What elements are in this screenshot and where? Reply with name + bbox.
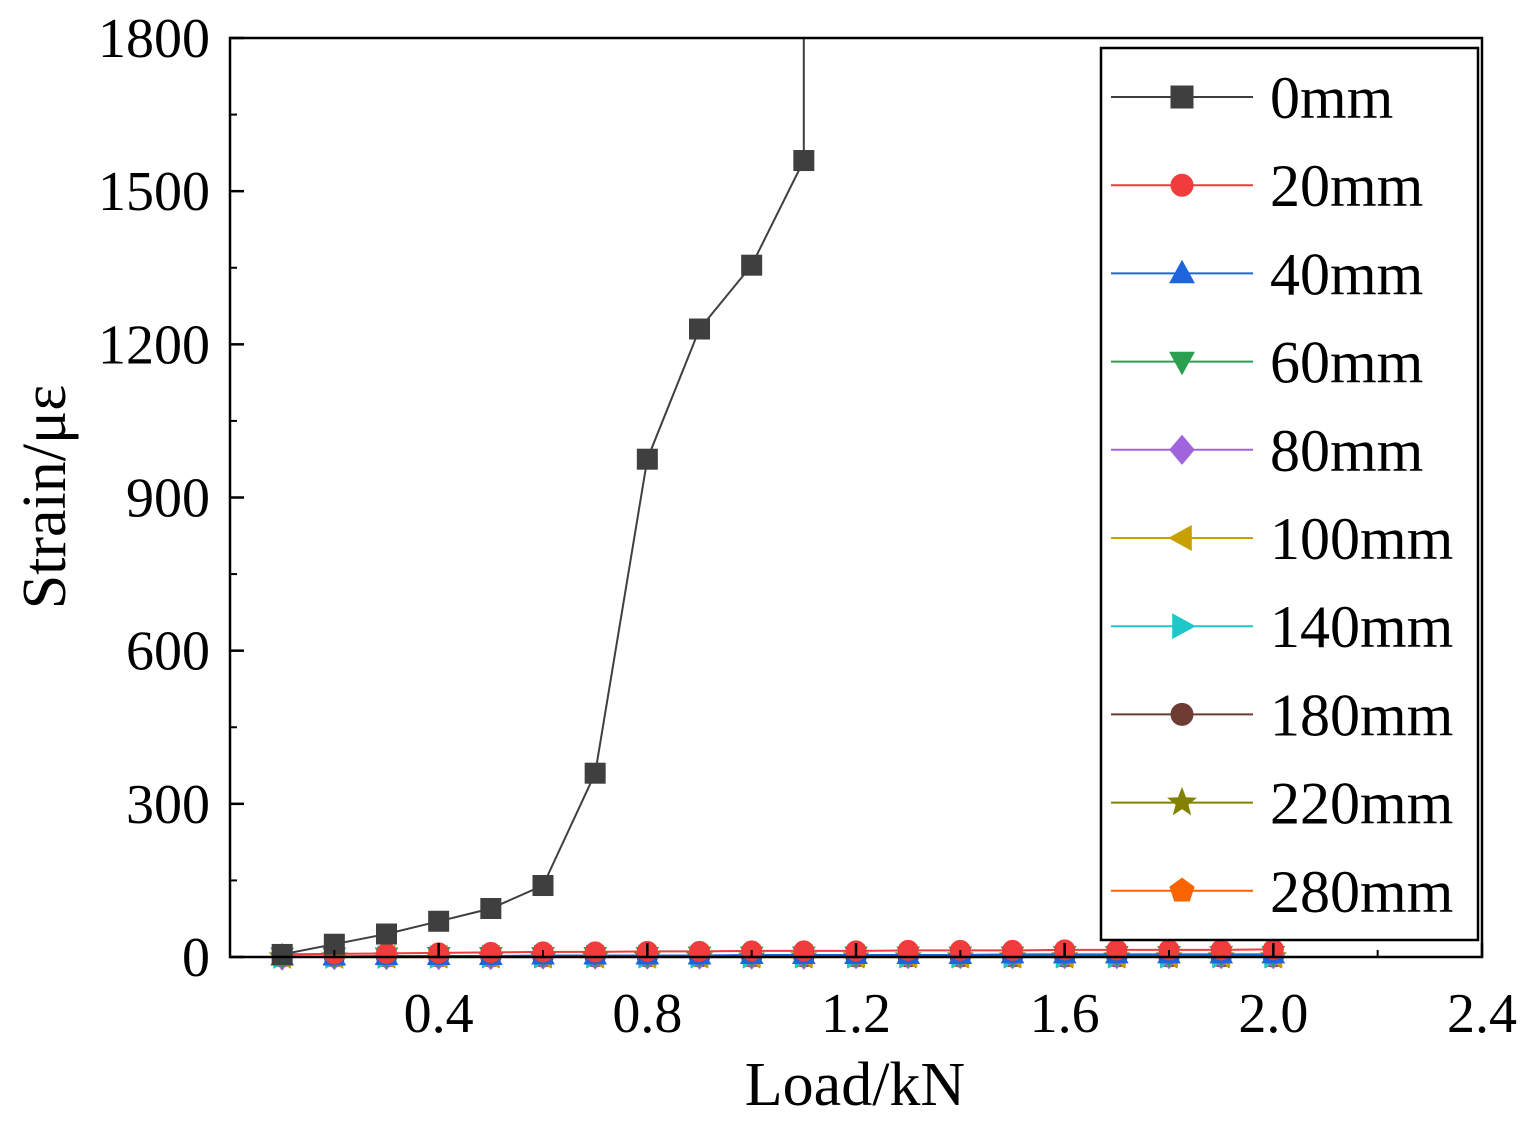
legend-entry-220mm: 220mm [1111,771,1453,837]
y-axis-title: Strain/με [11,385,79,610]
data-point-0mm [376,923,397,945]
data-point-0mm [271,943,293,965]
data-point-0mm [636,448,658,470]
legend-entry-280mm: 280mm [1111,859,1453,925]
y-tick-label: 1200 [98,314,210,376]
y-tick-label: 1500 [98,161,210,223]
legend-box [1099,46,1480,942]
legend-entry-80mm: 80mm [1111,418,1423,484]
legend-marker-60mm [1169,351,1195,376]
legend-label-40mm: 40mm [1270,241,1423,307]
legend: 0mm 20mm 40mm 60mm 80mm 100mm 140mm 180mm 220mm 2… [1099,46,1480,942]
legend-label-60mm: 60mm [1270,330,1423,396]
data-point-0mm [793,150,815,172]
y-tick-label: 0 [182,927,210,989]
legend-entry-20mm: 20mm [1111,153,1423,219]
legend-entry-40mm: 40mm [1111,241,1423,307]
legend-label-80mm: 80mm [1270,418,1423,484]
axes: 0 300 600 900 1200 1500 1800 0.4 0.8 1.2 1.6 2.0 2.4 [98,8,1517,1045]
legend-label-140mm: 140mm [1270,594,1453,660]
series-0mm [271,38,815,965]
legend-entry-0mm: 0mm [1111,65,1393,131]
legend-marker-140mm [1172,613,1196,640]
data-point-0mm [584,762,606,784]
series-20mm [271,938,1284,965]
data-point-20mm [897,939,919,961]
legend-label-280mm: 280mm [1270,859,1453,925]
legend-marker-100mm [1168,525,1192,551]
legend-label-0mm: 0mm [1270,65,1393,131]
data-point-0mm [532,875,554,897]
data-point-0mm [689,318,710,340]
y-tick-label: 900 [126,468,210,530]
legend-entry-180mm: 180mm [1111,682,1453,748]
y-tick-label: 600 [126,621,210,683]
legend-label-220mm: 220mm [1270,771,1453,837]
data-point-20mm [689,940,710,962]
legend-label-180mm: 180mm [1270,682,1453,748]
legend-entry-140mm: 140mm [1111,594,1453,660]
legend-marker-220mm [1167,786,1197,816]
x-tick-label: 2.4 [1447,983,1517,1045]
x-tick-label: 0.4 [404,983,474,1045]
x-tick-label: 2.0 [1238,983,1308,1045]
x-tick-label: 1.6 [1030,983,1100,1045]
x-tick-label: 0.8 [612,983,682,1045]
y-tick-label: 1800 [98,8,210,70]
data-point-20mm [584,941,606,963]
data-point-20mm [376,942,397,964]
legend-marker-0mm [1170,85,1194,109]
data-point-0mm [428,910,450,932]
data-point-20mm [1002,939,1023,961]
x-axis-title: Load/kN [745,1051,965,1119]
legend-label-100mm: 100mm [1270,506,1453,572]
legend-marker-20mm [1170,173,1194,197]
legend-entry-60mm: 60mm [1111,330,1423,396]
data-point-0mm [480,897,502,919]
legend-marker-80mm [1169,434,1195,465]
x-tick-label: 1.2 [821,983,891,1045]
legend-marker-280mm [1169,877,1195,902]
legend-marker-40mm [1169,259,1195,284]
data-point-20mm [480,941,502,963]
legend-entry-100mm: 100mm [1111,506,1453,572]
legend-marker-180mm [1170,702,1194,726]
series-line-0mm [282,38,805,956]
data-point-0mm [741,254,763,276]
legend-label-20mm: 20mm [1270,153,1423,219]
y-tick-label: 300 [126,774,210,836]
